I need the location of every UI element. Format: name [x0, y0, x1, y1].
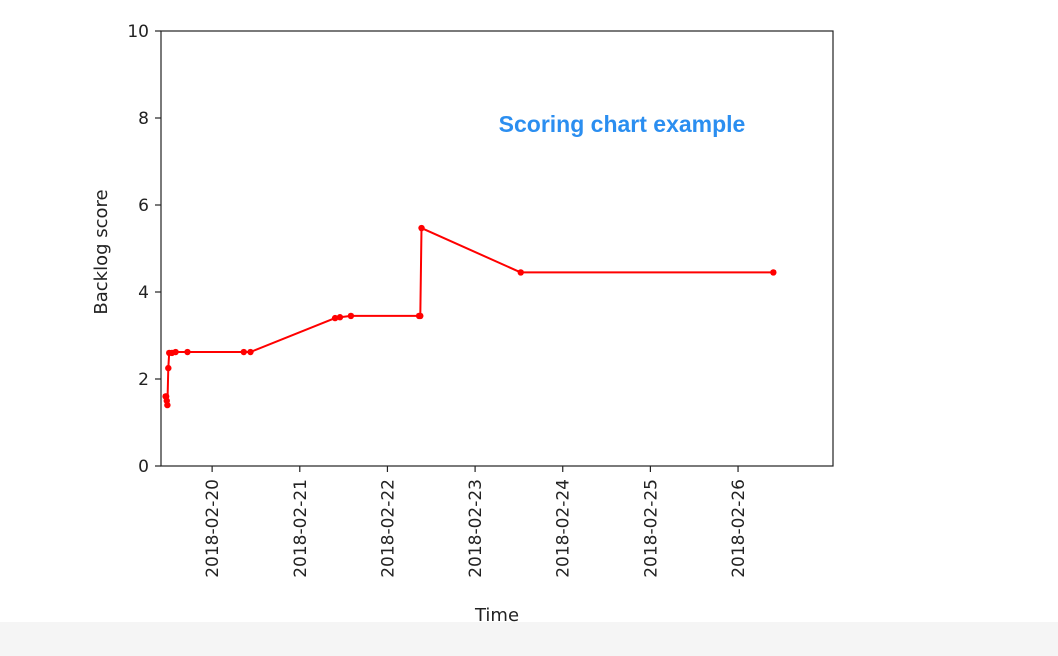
- plot-frame: [160, 30, 834, 467]
- data-point: [336, 314, 344, 321]
- x-tick-label: 2018-02-22: [378, 479, 398, 578]
- y-tick-label: 4: [138, 283, 149, 303]
- axis-ticks: 0 2 4 6 8 10 2018-02-20 2018-02-21 2018-02-22 201…: [127, 22, 749, 578]
- data-point: [165, 364, 172, 372]
- data-point: [418, 224, 425, 232]
- y-tick-label: 6: [138, 196, 149, 216]
- data-point: [240, 348, 247, 356]
- data-point: [331, 314, 339, 322]
- data-point: [347, 312, 355, 320]
- x-tick-label: 2018-02-23: [466, 479, 486, 578]
- data-point: [164, 401, 171, 409]
- y-tick-label: 2: [138, 370, 149, 390]
- series-line: [165, 227, 774, 407]
- x-tick-label: 2018-02-25: [641, 479, 661, 578]
- data-point: [417, 312, 424, 320]
- data-point: [184, 348, 191, 356]
- data-point: [770, 269, 777, 276]
- data-point: [172, 348, 179, 356]
- y-tick-label: 8: [138, 109, 149, 129]
- data-point: [517, 269, 524, 276]
- data-series: [162, 224, 777, 409]
- x-axis-label: Time: [474, 605, 519, 626]
- y-tick-label: 10: [127, 22, 149, 42]
- x-tick-label: 2018-02-20: [203, 479, 223, 578]
- data-point: [247, 348, 254, 356]
- x-tick-label: 2018-02-26: [729, 479, 749, 578]
- y-axis-label: Backlog score: [91, 189, 112, 314]
- x-tick-label: 2018-02-21: [291, 479, 311, 578]
- y-tick-label: 0: [138, 457, 149, 477]
- x-tick-label: 2018-02-24: [554, 479, 574, 578]
- window-bottom-band: [0, 622, 1058, 656]
- chart-overlay-title: Scoring chart example: [499, 111, 746, 137]
